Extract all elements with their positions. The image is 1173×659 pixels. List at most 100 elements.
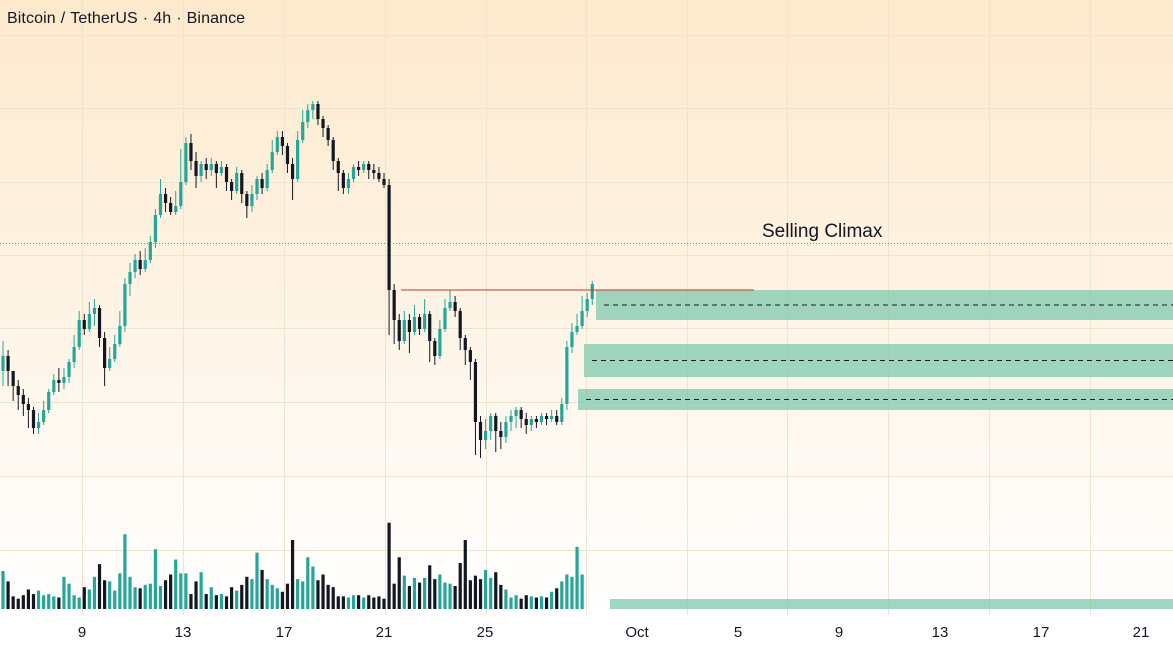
volume-bar-3 bbox=[16, 598, 20, 609]
volume-bar-69 bbox=[351, 595, 356, 609]
volume-bar-50 bbox=[255, 552, 259, 609]
candle-body-86 bbox=[438, 329, 442, 356]
volume-bar-106 bbox=[539, 596, 544, 609]
candle-body-57 bbox=[290, 164, 295, 179]
candle-body-15 bbox=[77, 320, 81, 347]
candle-body-21 bbox=[108, 359, 112, 368]
candle-body-58 bbox=[296, 140, 300, 179]
candle-body-63 bbox=[321, 119, 325, 128]
candle-body-55 bbox=[280, 137, 284, 146]
candle-body-95 bbox=[484, 431, 488, 440]
candle-body-73 bbox=[372, 170, 376, 173]
volume-bar-108 bbox=[550, 591, 554, 609]
candle-body-1 bbox=[6, 356, 10, 371]
candle-body-66 bbox=[336, 161, 340, 173]
candle-body-60 bbox=[306, 110, 310, 122]
volume-bar-73 bbox=[372, 597, 376, 609]
volume-bar-23 bbox=[118, 573, 122, 609]
volume-bar-91 bbox=[463, 540, 467, 609]
volume-bar-33 bbox=[169, 574, 173, 609]
candle-body-30 bbox=[153, 215, 157, 242]
reference-lines bbox=[0, 243, 1173, 291]
volume-bar-88 bbox=[448, 583, 452, 609]
symbol-title[interactable]: Bitcoin / TetherUS · 4h · Binance bbox=[7, 10, 245, 28]
volume-bar-79 bbox=[402, 575, 406, 609]
volume-bar-24 bbox=[123, 534, 127, 609]
volume-bar-89 bbox=[453, 586, 457, 609]
volume-bar-59 bbox=[301, 581, 305, 609]
volume-bar-45 bbox=[230, 587, 234, 609]
candle-body-116 bbox=[590, 284, 594, 299]
volume-bar-25 bbox=[128, 576, 132, 609]
xaxis-label-0: 9 bbox=[78, 624, 86, 641]
volume-bar-78 bbox=[397, 557, 401, 609]
candle-body-14 bbox=[72, 347, 76, 362]
xaxis-label-6: 5 bbox=[734, 624, 742, 641]
volume-bar-48 bbox=[245, 576, 249, 609]
volume-bars bbox=[1, 522, 1173, 609]
volume-bar-58 bbox=[296, 579, 300, 609]
candle-body-10 bbox=[52, 380, 56, 392]
candle-body-113 bbox=[575, 326, 579, 332]
volume-bar-17 bbox=[87, 589, 91, 609]
volume-bar-93 bbox=[473, 575, 478, 609]
candle-body-16 bbox=[82, 320, 86, 329]
candle-body-33 bbox=[169, 203, 173, 212]
xaxis-label-8: 13 bbox=[932, 624, 949, 641]
candle-body-115 bbox=[585, 299, 589, 311]
candle-body-45 bbox=[230, 182, 234, 191]
volume-bar-27 bbox=[138, 588, 142, 609]
candle-body-80 bbox=[407, 320, 411, 332]
volume-bar-2 bbox=[11, 596, 15, 609]
volume-bar-21 bbox=[108, 581, 112, 609]
xaxis-label-2: 17 bbox=[276, 624, 293, 641]
candle-body-109 bbox=[555, 416, 559, 422]
volume-bar-41 bbox=[209, 587, 213, 609]
candle-body-103 bbox=[524, 419, 528, 425]
volume-bar-19 bbox=[97, 564, 102, 609]
volume-bar-5 bbox=[26, 589, 30, 609]
volume-bar-46 bbox=[235, 590, 239, 609]
candle-body-102 bbox=[519, 410, 523, 419]
xaxis-label-9: 17 bbox=[1033, 624, 1050, 641]
volume-bar-8 bbox=[42, 595, 46, 609]
xaxis-label-5: Oct bbox=[625, 624, 649, 641]
volume-bar-68 bbox=[346, 597, 351, 609]
candle-body-13 bbox=[67, 362, 71, 377]
volume-bar-92 bbox=[468, 580, 472, 609]
volume-bar-36 bbox=[184, 573, 188, 609]
volume-bar-29 bbox=[148, 583, 152, 609]
candle-body-20 bbox=[103, 338, 107, 368]
volume-bar-102 bbox=[519, 598, 523, 609]
volume-bar-62 bbox=[316, 580, 320, 609]
xaxis-label-1: 13 bbox=[175, 624, 192, 641]
candle-body-75 bbox=[382, 179, 386, 185]
candle-body-44 bbox=[224, 167, 229, 182]
volume-bar-9 bbox=[47, 594, 51, 609]
volume-bar-44 bbox=[224, 596, 229, 609]
candle-body-50 bbox=[255, 179, 259, 194]
time-axis[interactable]: 9 13 17 21 25 Oct 5 9 13 17 21 bbox=[78, 624, 1150, 641]
volume-bar-97 bbox=[494, 572, 498, 609]
volume-bar-87 bbox=[443, 582, 447, 609]
candle-body-37 bbox=[189, 143, 193, 161]
volume-bar-16 bbox=[82, 587, 86, 609]
volume-bar-63 bbox=[321, 574, 325, 609]
volume-bar-28 bbox=[143, 584, 147, 609]
candle-body-68 bbox=[346, 179, 351, 188]
volume-bar-49 bbox=[250, 579, 254, 609]
candle-body-35 bbox=[179, 182, 183, 206]
volume-bar-34 bbox=[174, 559, 178, 609]
volume-bar-40 bbox=[204, 594, 208, 609]
symbol-exchange: Binance bbox=[186, 10, 246, 27]
xaxis-label-3: 21 bbox=[376, 624, 393, 641]
candle-body-29 bbox=[148, 242, 152, 260]
candle-body-96 bbox=[489, 416, 493, 431]
candle-body-4 bbox=[21, 395, 25, 404]
candle-body-47 bbox=[240, 173, 244, 194]
candle-body-93 bbox=[473, 362, 478, 422]
candle-body-17 bbox=[87, 314, 91, 329]
supply-demand-zones bbox=[578, 290, 1173, 410]
volume-bar-74 bbox=[377, 596, 381, 609]
